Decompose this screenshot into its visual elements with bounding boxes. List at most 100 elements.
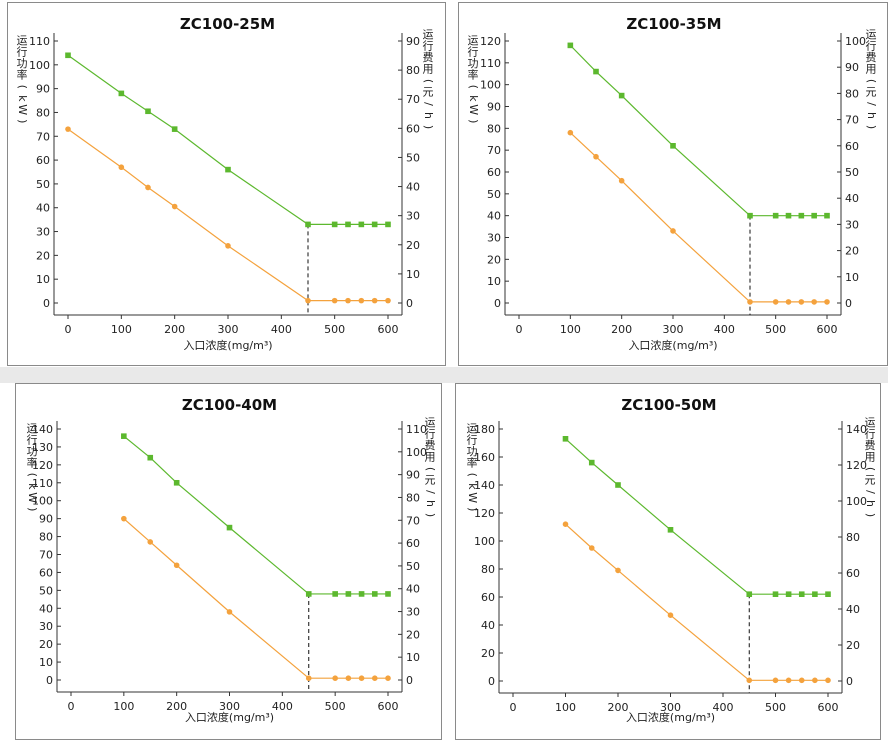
svg-text:率: 率 <box>27 455 38 469</box>
y2-tick-label: 50 <box>406 151 420 164</box>
x-tick-label: 400 <box>271 323 292 336</box>
y-tick-label: 0 <box>488 675 495 688</box>
y-tick-label: 30 <box>39 620 53 633</box>
y2-tick-label: 90 <box>406 469 420 482</box>
x-tick-label: 200 <box>166 700 187 713</box>
data-point <box>345 591 352 597</box>
chart-title: ZC100-25M <box>180 15 275 33</box>
data-point <box>746 591 753 597</box>
series-line <box>67 54 388 225</box>
svg-text:运: 运 <box>865 416 876 429</box>
chart-zc100-35m: ZC100-35M0102030405060708090100110120010… <box>467 15 878 352</box>
svg-text:h: h <box>864 500 877 507</box>
x-tick-label: 200 <box>608 701 629 714</box>
svg-text:/: / <box>865 102 878 106</box>
y2-tick-label: 10 <box>406 651 420 664</box>
data-point <box>145 108 151 115</box>
y2-tick-label: 80 <box>406 64 420 77</box>
data-point <box>371 675 378 682</box>
data-point <box>670 143 676 149</box>
chart-panel-zc100-40m: ZC100-40M 0 10 20 30 40 50 60 70 80 90 100 110 120 130… <box>15 383 442 740</box>
data-point <box>118 90 125 97</box>
data-point <box>747 299 753 305</box>
x-tick-label: 0 <box>65 323 72 336</box>
svg-text:功: 功 <box>17 57 28 70</box>
data-point <box>305 221 311 228</box>
y2-tick-label: 40 <box>845 192 859 205</box>
y-tick-label: 40 <box>481 619 495 632</box>
y2-tick-label: 80 <box>846 531 860 544</box>
data-point <box>385 297 391 304</box>
y-tick-label: 120 <box>32 459 53 472</box>
data-point <box>618 177 625 184</box>
data-point <box>225 166 231 173</box>
data-point <box>785 299 792 305</box>
x-axis-label: 入口浓度(mg/m³) <box>185 710 274 724</box>
y-tick-label: 140 <box>32 423 53 436</box>
y-tick-label: 10 <box>39 656 53 669</box>
svg-text:W: W <box>467 104 480 115</box>
svg-text:元: 元 <box>866 86 877 99</box>
y-tick-label: 80 <box>39 531 53 544</box>
chart-zc100-50m: ZC100-50M 0 20 40 60 80 100 120 140 160 180 0 20 40 60… <box>466 396 877 724</box>
svg-text:(: ( <box>467 85 480 89</box>
svg-text:运: 运 <box>17 34 28 47</box>
y-tick-label: 100 <box>29 59 50 72</box>
svg-text:功: 功 <box>27 445 38 458</box>
svg-text:行: 行 <box>27 433 38 446</box>
y-tick-label: 0 <box>46 674 53 687</box>
chart-panel-zc100-50m: ZC100-50M 0 20 40 60 80 100 120 140 160 180 0 20 40 60… <box>455 383 881 740</box>
y-tick-label: 140 <box>474 479 495 492</box>
x-axis-label: 入口浓度(mg/m³) <box>626 710 715 724</box>
data-point <box>811 212 817 219</box>
data-point <box>171 126 178 132</box>
svg-text:用: 用 <box>423 63 434 76</box>
data-point <box>65 52 71 59</box>
data-point <box>371 591 378 597</box>
data-point <box>667 612 674 618</box>
svg-text:运: 运 <box>423 28 434 41</box>
y-tick-label: 90 <box>36 83 50 96</box>
svg-text:(: ( <box>16 85 29 89</box>
y2-tick-label: 70 <box>406 514 420 527</box>
y2-tick-label: 50 <box>406 560 420 573</box>
svg-text:(: ( <box>864 467 877 471</box>
svg-text:运: 运 <box>425 416 436 429</box>
svg-text:h: h <box>424 500 437 507</box>
svg-text:运: 运 <box>866 28 877 41</box>
y-tick-label: 100 <box>480 79 501 92</box>
svg-text:费: 费 <box>866 51 877 64</box>
data-point <box>226 524 233 531</box>
y2-tick-label: 0 <box>845 297 852 310</box>
data-point <box>798 212 805 219</box>
y2-tick-label: 60 <box>846 567 860 580</box>
data-point <box>593 153 599 160</box>
data-point <box>121 433 127 439</box>
data-point <box>358 297 365 304</box>
x-tick-label: 600 <box>378 700 399 713</box>
data-point <box>772 677 779 684</box>
data-point <box>358 221 365 228</box>
y-tick-label: 120 <box>474 507 495 520</box>
data-point <box>145 184 151 191</box>
x-tick-label: 100 <box>555 701 576 714</box>
y2-tick-label: 120 <box>846 459 867 472</box>
data-point <box>225 243 231 249</box>
x-tick-label: 100 <box>113 700 134 713</box>
y-tick-label: 110 <box>32 477 53 490</box>
data-point <box>345 221 351 228</box>
x-tick-label: 0 <box>510 701 517 714</box>
svg-text:k: k <box>16 95 29 102</box>
data-point <box>588 545 595 551</box>
data-point <box>825 677 831 684</box>
y2-tick-label: 140 <box>846 423 867 436</box>
data-point <box>173 562 180 569</box>
x-tick-label: 400 <box>272 700 293 713</box>
svg-text:W: W <box>466 492 479 503</box>
svg-text:h: h <box>422 112 435 119</box>
data-point <box>226 609 233 615</box>
